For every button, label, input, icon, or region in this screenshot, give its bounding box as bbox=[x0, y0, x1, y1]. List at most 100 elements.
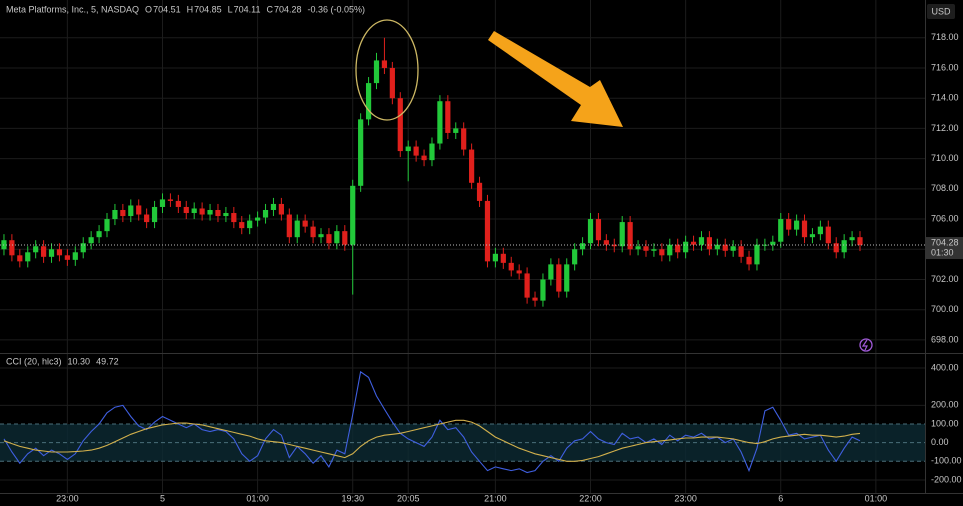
candle-body bbox=[461, 128, 467, 150]
alert-icon[interactable] bbox=[859, 338, 873, 352]
candle-body bbox=[849, 237, 855, 241]
candle-body bbox=[255, 217, 261, 221]
annotation-arrow bbox=[488, 31, 623, 127]
x-tick-label: 19:30 bbox=[341, 493, 364, 503]
change: -0.36 (-0.05%) bbox=[308, 4, 366, 14]
candle-body bbox=[397, 98, 403, 152]
candle-body bbox=[151, 206, 158, 223]
candle-body bbox=[572, 249, 578, 265]
candle-body bbox=[801, 220, 808, 238]
candle-body bbox=[698, 237, 705, 245]
candle-body bbox=[540, 279, 546, 301]
y-tick-label: 718.00 bbox=[931, 32, 959, 42]
candle-body bbox=[548, 264, 554, 280]
candle-body bbox=[302, 220, 308, 227]
ohlc-label: O bbox=[145, 4, 152, 14]
candle-body bbox=[294, 220, 300, 238]
candle-body bbox=[318, 234, 324, 238]
candle-body bbox=[579, 243, 586, 250]
candle-body bbox=[683, 241, 689, 253]
cci-tick-label: 100.00 bbox=[931, 418, 959, 428]
currency: USD bbox=[931, 6, 951, 16]
candle-body bbox=[437, 101, 443, 144]
candle-body bbox=[207, 209, 213, 215]
candle-body bbox=[722, 244, 728, 251]
candle-body bbox=[746, 256, 752, 265]
candle-body bbox=[72, 252, 78, 260]
candle-body bbox=[286, 214, 292, 238]
candle-body bbox=[310, 226, 316, 238]
candle-body bbox=[381, 60, 388, 68]
cci-tick-label: -200.00 bbox=[931, 474, 962, 484]
ohlc-value: 704.85 bbox=[194, 4, 222, 14]
y-tick-label: 700.00 bbox=[931, 304, 959, 314]
candle-body bbox=[706, 237, 713, 250]
candle-body bbox=[128, 205, 134, 217]
candle-body bbox=[262, 209, 269, 218]
candle-body bbox=[500, 253, 506, 263]
candle-body bbox=[350, 185, 356, 245]
candle-body bbox=[104, 219, 110, 232]
candle-body bbox=[326, 234, 332, 244]
y-tick-label: 702.00 bbox=[931, 274, 959, 284]
candle-body bbox=[611, 244, 617, 247]
ohlc-label: L bbox=[228, 4, 233, 14]
candle-body bbox=[144, 214, 150, 223]
candle-body bbox=[508, 262, 514, 271]
candle-body bbox=[635, 246, 641, 250]
candle-body bbox=[56, 249, 63, 256]
candle-body bbox=[342, 231, 348, 245]
last-price: 704.28 bbox=[931, 237, 959, 247]
candle-body bbox=[492, 253, 498, 262]
legend-value: 10.30 bbox=[68, 356, 91, 366]
candle-body bbox=[334, 231, 340, 244]
candle-body bbox=[175, 200, 181, 207]
x-tick-label: 20:05 bbox=[397, 493, 420, 503]
x-tick-label: 5 bbox=[160, 493, 165, 503]
last-price-box bbox=[926, 237, 963, 260]
candle-body bbox=[421, 155, 427, 161]
y-tick-label: 706.00 bbox=[931, 213, 959, 223]
candle-body bbox=[754, 244, 760, 265]
candle-body bbox=[80, 243, 86, 253]
candle-body bbox=[215, 209, 221, 217]
x-tick-label: 22:00 bbox=[579, 493, 602, 503]
candle-body bbox=[112, 209, 118, 220]
x-tick-label: 21:00 bbox=[484, 493, 507, 503]
candle-body bbox=[167, 199, 174, 201]
candle-body bbox=[762, 244, 768, 246]
candle-body bbox=[405, 146, 411, 152]
candle-body bbox=[516, 270, 522, 274]
candle-body bbox=[453, 128, 459, 133]
y-tick-label: 714.00 bbox=[931, 93, 959, 103]
cci-tick-label: 0.00 bbox=[931, 437, 949, 447]
candle-body bbox=[199, 208, 205, 215]
x-tick-label: 6 bbox=[778, 493, 783, 503]
candle-body bbox=[413, 146, 419, 156]
candle-body bbox=[365, 83, 372, 120]
y-tick-label: 710.00 bbox=[931, 153, 959, 163]
candle-body bbox=[136, 205, 142, 215]
candle-body bbox=[25, 252, 31, 262]
x-tick-label: 23:00 bbox=[674, 493, 697, 503]
candle-body bbox=[191, 208, 197, 214]
x-tick-label: 01:00 bbox=[865, 493, 888, 503]
candle-body bbox=[17, 255, 23, 262]
candle-body bbox=[825, 226, 831, 244]
candle-body bbox=[770, 241, 776, 245]
candle-body bbox=[96, 231, 102, 238]
countdown: 01:30 bbox=[931, 247, 954, 257]
candle-body bbox=[651, 249, 657, 251]
y-tick-label: 708.00 bbox=[931, 183, 959, 193]
candle-body bbox=[619, 222, 625, 247]
y-tick-label: 716.00 bbox=[931, 62, 959, 72]
currency-box[interactable] bbox=[927, 4, 955, 19]
candle-body bbox=[484, 200, 491, 262]
ohlc-value: 704.28 bbox=[274, 4, 302, 14]
candle-body bbox=[469, 149, 475, 183]
candle-body bbox=[564, 264, 570, 292]
cci-tick-label: 400.00 bbox=[931, 362, 959, 372]
candle-body bbox=[667, 244, 673, 256]
candle-body bbox=[476, 182, 483, 201]
